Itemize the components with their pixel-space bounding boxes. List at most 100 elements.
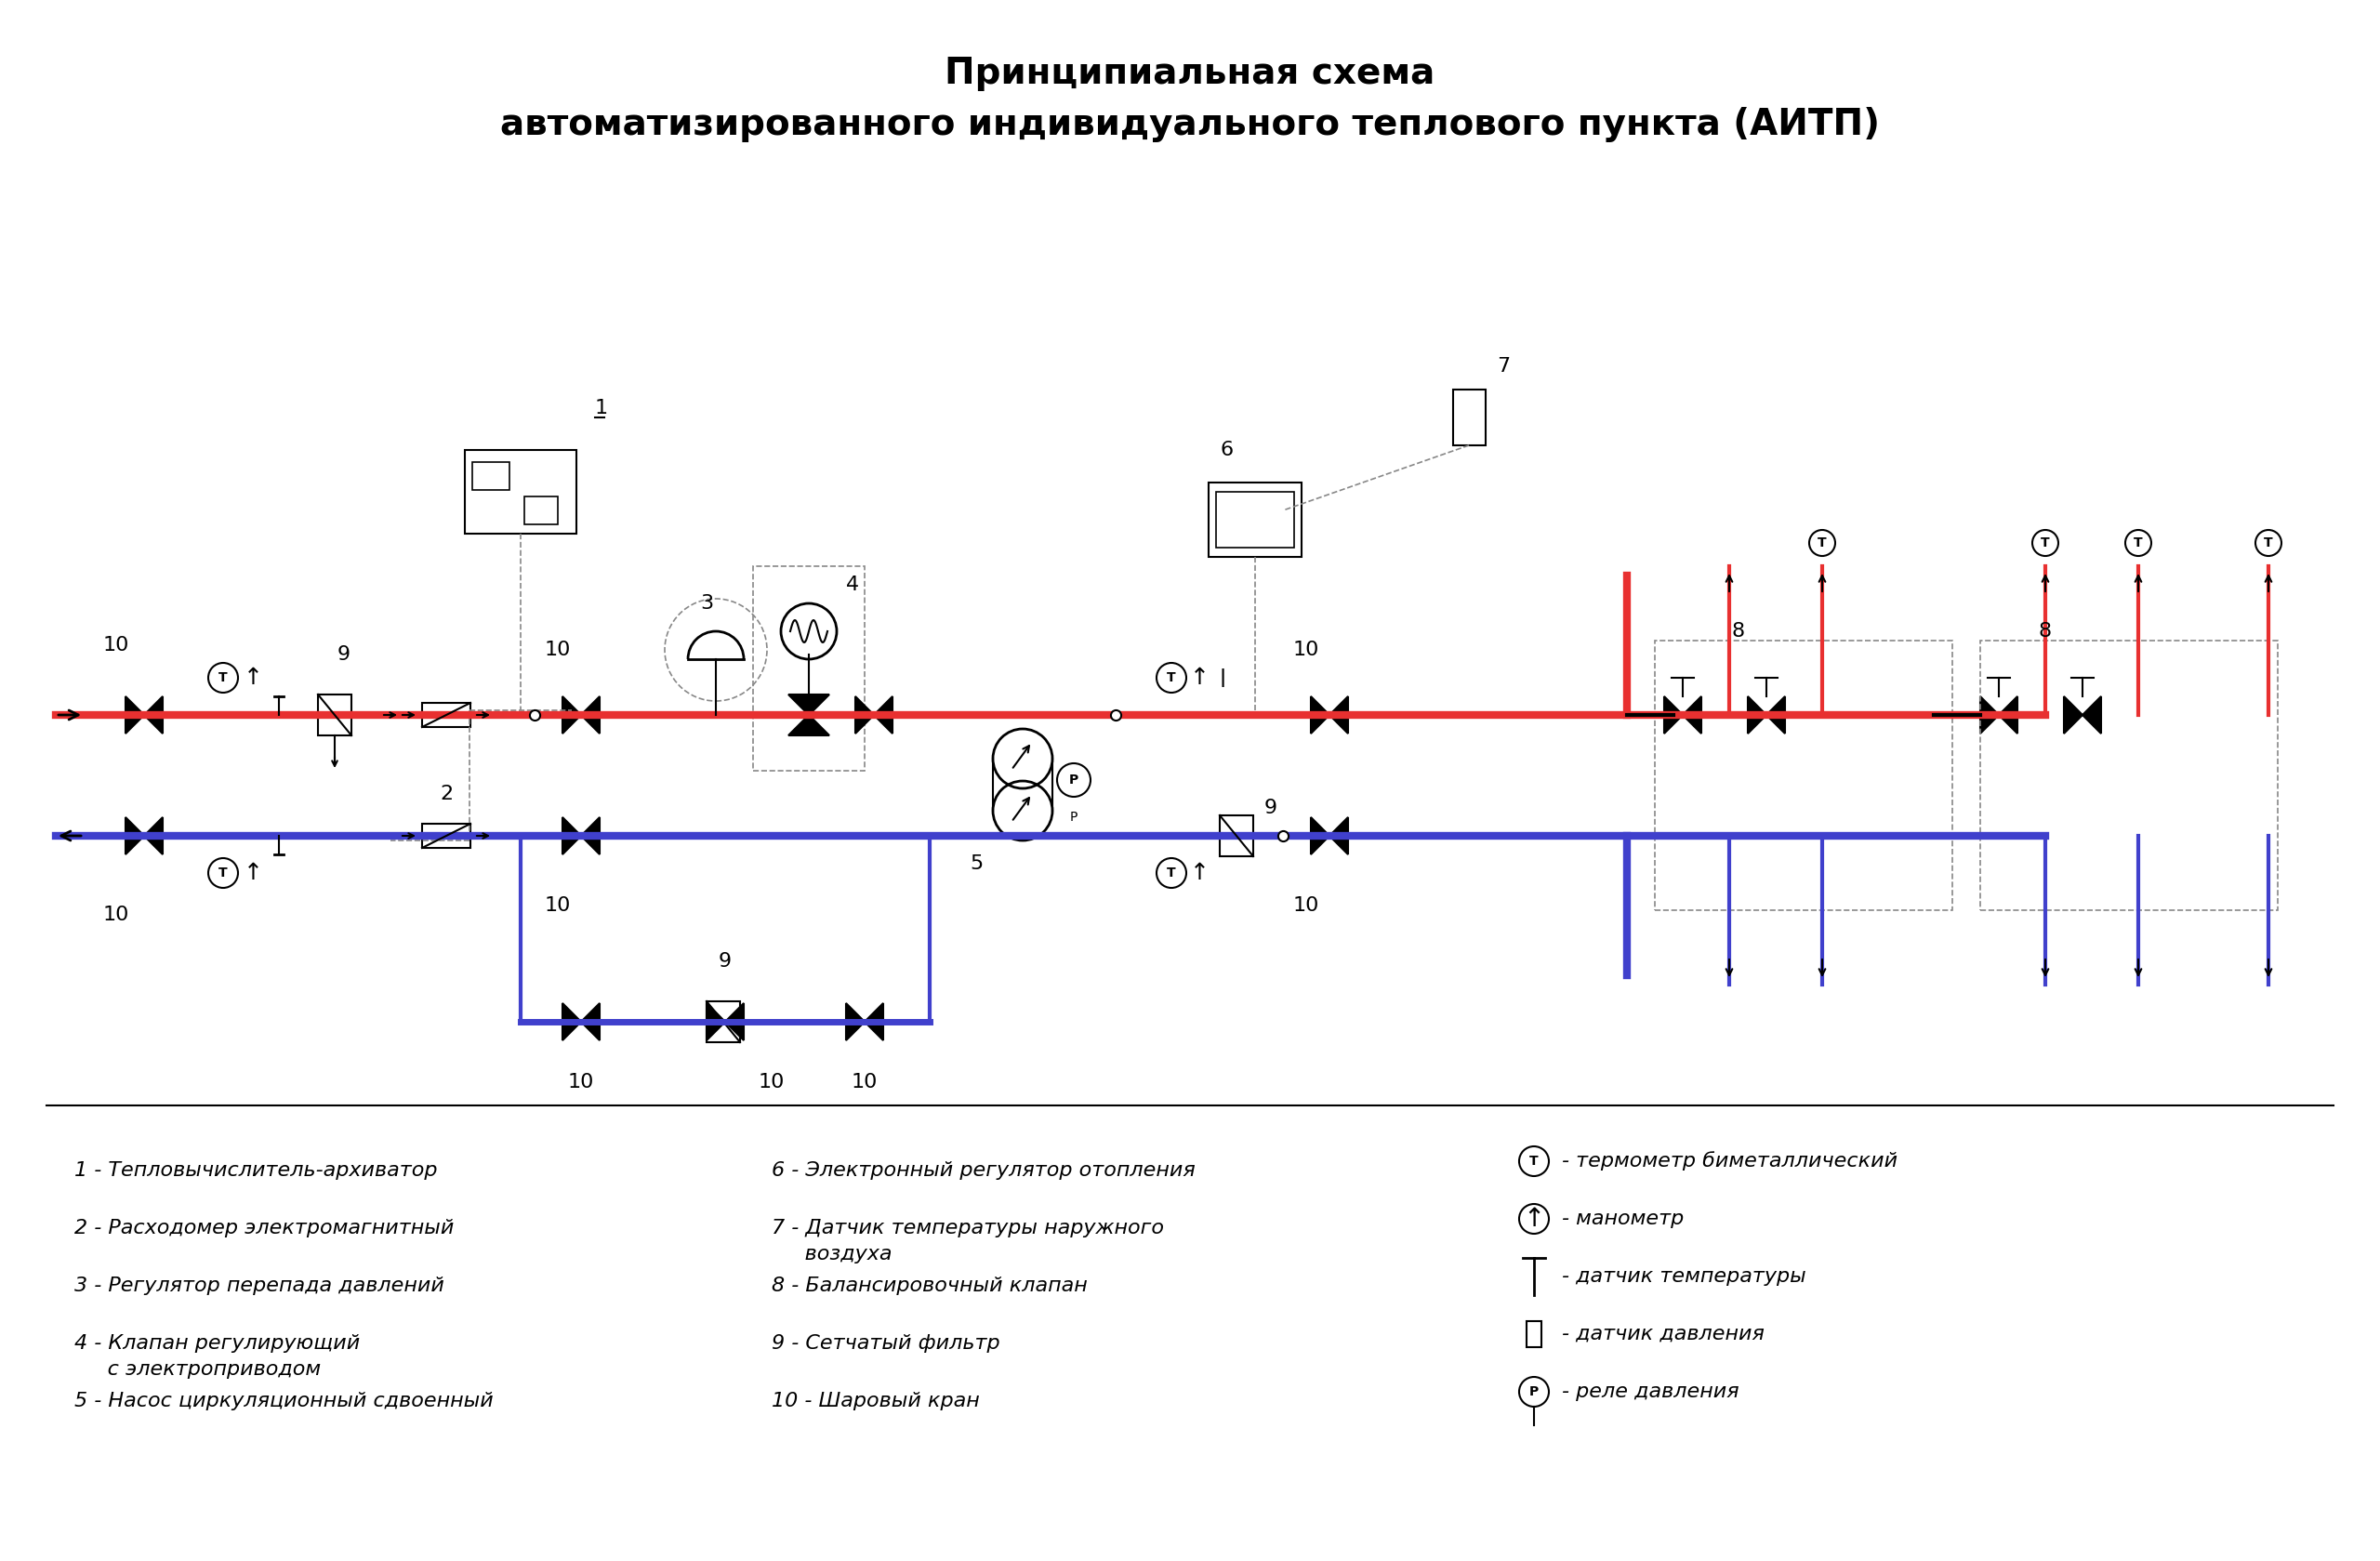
Bar bbox=[1980, 640, 2278, 910]
Text: - реле давления: - реле давления bbox=[1561, 1383, 1740, 1402]
Polygon shape bbox=[1664, 696, 1683, 734]
Text: 7: 7 bbox=[1497, 357, 1509, 376]
Text: P: P bbox=[1530, 1385, 1540, 1399]
Text: 5 - Насос циркуляционный сдвоенный: 5 - Насос циркуляционный сдвоенный bbox=[74, 1392, 493, 1411]
Bar bbox=[524, 496, 557, 524]
Bar bbox=[707, 1001, 740, 1043]
Text: - термометр биметаллический: - термометр биметаллический bbox=[1561, 1152, 1897, 1171]
Bar bbox=[464, 450, 576, 534]
Text: 6 - Электронный регулятор отопления: 6 - Электронный регулятор отопления bbox=[771, 1161, 1195, 1180]
Polygon shape bbox=[126, 818, 145, 854]
Polygon shape bbox=[1683, 696, 1702, 734]
Bar bbox=[1654, 640, 1952, 910]
Polygon shape bbox=[562, 1004, 581, 1040]
Text: 9: 9 bbox=[338, 645, 350, 663]
Polygon shape bbox=[788, 695, 828, 715]
Text: T: T bbox=[1166, 866, 1176, 879]
Polygon shape bbox=[2063, 696, 2082, 734]
Text: 9: 9 bbox=[1264, 799, 1278, 818]
Text: 3 - Регулятор перепада давлений: 3 - Регулятор перепада давлений bbox=[74, 1277, 445, 1296]
Polygon shape bbox=[2082, 696, 2102, 734]
Polygon shape bbox=[845, 1004, 864, 1040]
Polygon shape bbox=[562, 696, 581, 734]
Text: 2 - Расходомер электромагнитный: 2 - Расходомер электромагнитный bbox=[74, 1219, 455, 1238]
Text: 8: 8 bbox=[2040, 621, 2052, 640]
Polygon shape bbox=[726, 1004, 743, 1040]
Text: 10: 10 bbox=[545, 640, 571, 659]
Polygon shape bbox=[1747, 696, 1766, 734]
Polygon shape bbox=[145, 696, 162, 734]
Text: 4: 4 bbox=[845, 576, 859, 595]
Text: с электроприводом: с электроприводом bbox=[74, 1360, 321, 1378]
Polygon shape bbox=[864, 1004, 883, 1040]
Bar bbox=[1209, 482, 1302, 557]
Polygon shape bbox=[1330, 818, 1347, 854]
Text: ↑: ↑ bbox=[243, 862, 262, 884]
Text: 7 - Датчик температуры наружного: 7 - Датчик температуры наружного bbox=[771, 1219, 1164, 1238]
Text: ↑: ↑ bbox=[1190, 667, 1209, 688]
Text: 1 - Тепловычислитель-архиватор: 1 - Тепловычислитель-архиватор bbox=[74, 1161, 438, 1180]
Text: T: T bbox=[2135, 537, 2142, 549]
Text: P: P bbox=[1069, 774, 1078, 787]
Polygon shape bbox=[873, 696, 892, 734]
Bar bbox=[319, 695, 352, 735]
Text: 10: 10 bbox=[102, 635, 129, 654]
Text: 10: 10 bbox=[852, 1072, 878, 1091]
Polygon shape bbox=[145, 818, 162, 854]
Text: автоматизированного индивидуального теплового пункта (АИТП): автоматизированного индивидуального тепл… bbox=[500, 106, 1880, 142]
Text: Принципиальная схема: Принципиальная схема bbox=[945, 56, 1435, 91]
Text: T: T bbox=[219, 671, 228, 684]
Text: 1: 1 bbox=[595, 400, 609, 417]
Text: 10: 10 bbox=[569, 1072, 595, 1091]
Text: T: T bbox=[1166, 671, 1176, 684]
Bar bbox=[752, 567, 864, 771]
Text: T: T bbox=[1530, 1155, 1537, 1168]
Polygon shape bbox=[854, 696, 873, 734]
Text: ↑: ↑ bbox=[243, 667, 262, 688]
Text: ↑: ↑ bbox=[1523, 1205, 1545, 1232]
Text: 2: 2 bbox=[440, 785, 452, 804]
Bar bbox=[1526, 1321, 1542, 1347]
Polygon shape bbox=[707, 1004, 726, 1040]
Text: 9: 9 bbox=[719, 952, 731, 971]
Bar bbox=[1216, 492, 1295, 548]
Polygon shape bbox=[788, 715, 828, 735]
Text: 9 - Сетчатый фильтр: 9 - Сетчатый фильтр bbox=[771, 1335, 1000, 1353]
Text: 5: 5 bbox=[969, 854, 983, 873]
Text: 3: 3 bbox=[700, 595, 714, 612]
Text: 10: 10 bbox=[1292, 896, 1319, 915]
Text: T: T bbox=[219, 866, 228, 879]
Bar bbox=[471, 462, 509, 490]
Text: T: T bbox=[2263, 537, 2273, 549]
Text: - манометр: - манометр bbox=[1561, 1210, 1685, 1229]
Text: 10: 10 bbox=[1292, 640, 1319, 659]
Text: 10: 10 bbox=[545, 896, 571, 915]
Bar bbox=[1454, 390, 1485, 445]
Text: 10: 10 bbox=[759, 1072, 785, 1091]
Text: 8: 8 bbox=[1733, 621, 1745, 640]
Text: T: T bbox=[1818, 537, 1828, 549]
Text: 10 - Шаровый кран: 10 - Шаровый кран bbox=[771, 1392, 981, 1411]
Text: 8 - Балансировочный клапан: 8 - Балансировочный клапан bbox=[771, 1277, 1088, 1296]
Text: 4 - Клапан регулирующий: 4 - Клапан регулирующий bbox=[74, 1335, 359, 1353]
Polygon shape bbox=[126, 696, 145, 734]
Polygon shape bbox=[1980, 696, 1999, 734]
Text: T: T bbox=[2040, 537, 2049, 549]
Polygon shape bbox=[581, 696, 600, 734]
Text: 6: 6 bbox=[1221, 440, 1233, 459]
Text: - датчик температуры: - датчик температуры bbox=[1561, 1268, 1806, 1286]
Polygon shape bbox=[1330, 696, 1347, 734]
Text: 10: 10 bbox=[102, 905, 129, 924]
Text: воздуха: воздуха bbox=[771, 1244, 892, 1263]
Polygon shape bbox=[581, 818, 600, 854]
Polygon shape bbox=[1999, 696, 2018, 734]
Polygon shape bbox=[581, 1004, 600, 1040]
Bar bbox=[1219, 815, 1254, 857]
Polygon shape bbox=[1311, 818, 1330, 854]
Text: ↑: ↑ bbox=[1190, 862, 1209, 884]
Text: P: P bbox=[1071, 810, 1078, 824]
Text: |: | bbox=[1219, 668, 1226, 687]
Polygon shape bbox=[1766, 696, 1785, 734]
Polygon shape bbox=[1311, 696, 1330, 734]
Polygon shape bbox=[562, 818, 581, 854]
